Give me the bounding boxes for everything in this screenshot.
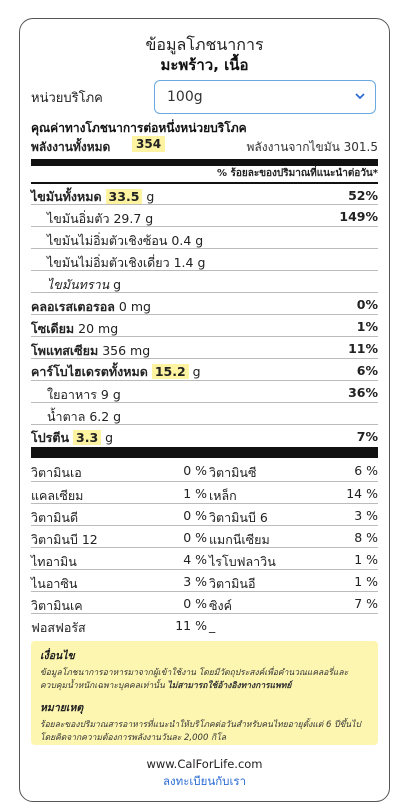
vitamin-pct: 1 %	[354, 552, 378, 567]
vitamin-pct: 0 %	[183, 596, 207, 611]
row-carbohydrates: คาร์โบไฮเดรตทั้งหมด 15.2 g 6%	[31, 358, 378, 380]
vitamin-pct: 0 %	[183, 463, 207, 478]
vitamin-pct: 1 %	[354, 574, 378, 589]
vitamin-name: ฟอสฟอรัส	[31, 620, 86, 635]
vitamin-pct: 4 %	[183, 552, 207, 567]
remark-text: ร้อยละของปริมาณสารอาหารที่แนะนำให้บริโภค…	[40, 720, 361, 743]
vitamin-table: วิตามินเอ 0 % วิตามินซี 6 % แคลเซียม 1 % เหล็ก…	[31, 459, 378, 635]
conditions-title: เงื่อนไข	[40, 650, 75, 662]
vitamin-name: วิตามินบี 6	[209, 510, 268, 525]
row-sodium: โซเดียม 20 mg 1%	[31, 314, 378, 336]
notes-box: เงื่อนไข ข้อมูลโภชนาการอาหารมาจากผู้เข้า…	[31, 641, 378, 745]
vitamin-pct: 7 %	[354, 596, 378, 611]
vitamin-name: ไทอามิน	[31, 554, 77, 569]
serving-size-label: หน่วยบริโภค	[31, 91, 103, 106]
vitamin-name: ไนอาซิน	[31, 576, 78, 591]
row-polyunsaturated-fat: ไขมันไม่อิ่มตัวเชิงซ้อน 0.4 g	[31, 226, 378, 248]
row-cholesterol: คลอเรสเตอรอล 0 mg 0%	[31, 292, 378, 314]
conditions-text: ข้อมูลโภชนาการอาหารมาจากผู้เข้าใช้งาน โด…	[40, 668, 349, 691]
vitamin-name: วิตามินอี	[209, 576, 256, 591]
chevron-down-icon	[355, 93, 365, 100]
page-title: ข้อมูลโภชนาการ	[145, 35, 264, 54]
vitamin-name: วิตามินดี	[31, 510, 79, 525]
signup-link[interactable]: ลงทะเบียนกับเรา	[162, 774, 247, 788]
vitamin-pct: 3 %	[183, 574, 207, 589]
row-fiber: ใยอาหาร 9 g 36%	[31, 380, 378, 402]
row-potassium: โพแทสเซียม 356 mg 11%	[31, 336, 378, 358]
site-link[interactable]: www.CalForLife.com	[146, 757, 263, 771]
vitamin-name: วิตามินซี	[209, 465, 257, 480]
vitamin-name: ไรโบฟลาวิน	[209, 554, 276, 569]
row-monounsaturated-fat: ไขมันไม่อิ่มตัวเชิงเดี่ยว 1.4 g	[31, 248, 378, 270]
vitamin-row: วิตามินเอ 0 % วิตามินซี 6 %	[31, 459, 378, 481]
vitamin-row: ไนอาซิน 3 % วิตามินอี 1 %	[31, 569, 378, 591]
row-sugar: น้ำตาล 6.2 g	[31, 402, 378, 424]
vitamin-pct: 6 %	[354, 463, 378, 478]
serving-size-value: 100g	[167, 89, 203, 105]
energy-row: พลังงานทั้งหมด 354 พลังงานจากไขมัน 301.5	[31, 135, 378, 157]
vitamin-name: วิตามินเอ	[31, 465, 82, 480]
vitamin-name: เหล็ก	[209, 488, 237, 503]
vitamin-name: _	[209, 618, 216, 633]
vitamin-name: แคลเซียม	[31, 488, 84, 503]
vitamin-pct: 14 %	[346, 486, 378, 501]
daily-value-header: % ร้อยละของปริมาณที่แนะนำต่อวัน*	[216, 168, 378, 179]
vitamin-pct: 0 %	[183, 508, 207, 523]
vitamin-name: แมกนีเซียม	[209, 532, 270, 547]
vitamin-name: วิตามินบี 12	[31, 532, 98, 547]
per-serving-heading: คุณค่าทางโภชนาการต่อหนึ่งหน่วยบริโภค	[31, 121, 247, 135]
vitamin-row: แคลเซียม 1 % เหล็ก 14 %	[31, 481, 378, 503]
divider-thick	[31, 159, 378, 166]
row-trans-fat: ไขมันทราน g	[31, 270, 378, 292]
vitamin-pct: 3 %	[354, 508, 378, 523]
vitamin-row: ฟอสฟอรัส 11 % _	[31, 613, 378, 635]
row-saturated-fat: ไขมันอิ่มตัว 29.7 g 149%	[31, 204, 378, 226]
vitamin-row: วิตามินดี 0 % วิตามินบี 6 3 %	[31, 503, 378, 525]
nutrition-card: ข้อมูลโภชนาการ มะพร้าว, เนื้อ หน่วยบริโภ…	[19, 18, 390, 802]
divider-thick	[31, 447, 378, 458]
vitamin-row: ไทอามิน 4 % ไรโบฟลาวิน 1 %	[31, 547, 378, 569]
vitamin-pct: 8 %	[354, 530, 378, 545]
row-total-fat: ไขมันทั้งหมด 33.5 g 52%	[31, 182, 378, 204]
vitamin-row: วิตามินเค 0 % ซิงค์ 7 %	[31, 591, 378, 613]
row-protein: โปรตีน 3.3 g 7%	[31, 424, 378, 446]
energy-value: 354	[132, 136, 166, 152]
energy-label: พลังงานทั้งหมด	[31, 140, 111, 154]
vitamin-pct: 0 %	[183, 530, 207, 545]
vitamin-row: วิตามินบี 12 0 % แมกนีเซียม 8 %	[31, 525, 378, 547]
vitamin-name: ซิงค์	[209, 598, 232, 613]
serving-size-select[interactable]: 100g	[154, 80, 376, 114]
remark-title: หมายเหตุ	[40, 702, 84, 714]
energy-from-fat: พลังงานจากไขมัน 301.5	[246, 140, 379, 154]
food-name: มะพร้าว, เนื้อ	[160, 56, 249, 74]
vitamin-name: วิตามินเค	[31, 598, 83, 613]
vitamin-pct: 1 %	[183, 486, 207, 501]
vitamin-pct: 11 %	[175, 618, 207, 633]
